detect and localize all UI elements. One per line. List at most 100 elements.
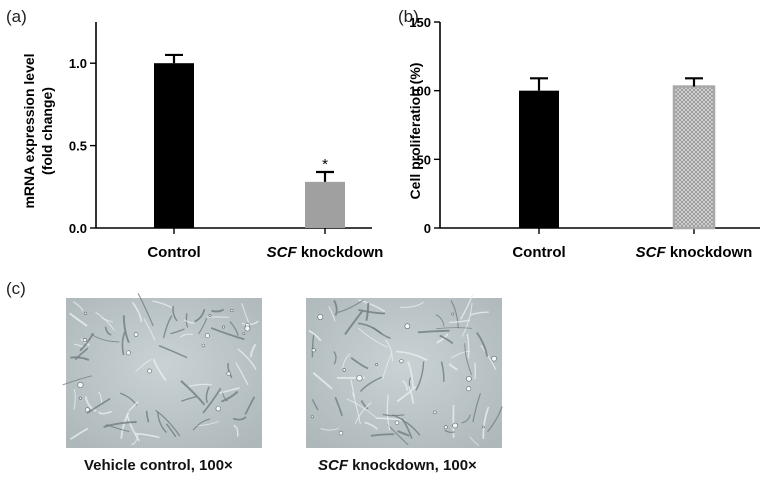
cell-shape (350, 379, 356, 398)
cell-shape (472, 393, 481, 423)
cell-shape (370, 433, 395, 437)
y-tick-label: 50 (417, 152, 431, 167)
cell-shape (152, 358, 167, 382)
cell-nucleus (230, 308, 234, 313)
cell-shape (400, 301, 424, 308)
cell-shape (79, 332, 95, 352)
cell-shape (382, 413, 405, 417)
cell-nucleus (242, 332, 246, 335)
x-category-label-italic: SCF (636, 244, 667, 261)
bar (519, 90, 559, 229)
cell-nucleus (78, 396, 82, 400)
y-axis-label: (fold change) (39, 87, 55, 175)
cell-shape (188, 383, 212, 387)
x-category-label-italic: SCF (267, 244, 298, 261)
significance-marker: * (322, 156, 328, 173)
cell-shape (170, 328, 185, 335)
cell-shape (407, 361, 414, 389)
cell-shape (179, 333, 193, 338)
y-tick-label: 100 (409, 84, 431, 99)
cell-shape (460, 294, 474, 320)
cell-nucleus (466, 375, 472, 382)
cell-shape (360, 400, 369, 410)
cell-shape (358, 309, 386, 315)
cell-shape (470, 311, 489, 316)
cell-shape (244, 396, 256, 415)
bar (672, 85, 716, 230)
panel-label-c: (c) (6, 279, 26, 298)
cell-shape (402, 380, 408, 391)
cell-shape (84, 396, 97, 412)
x-category-label-text: Control (147, 244, 200, 261)
cell-nucleus (82, 337, 87, 342)
cell-shape (435, 314, 445, 327)
cell-shape (444, 429, 456, 433)
bar (154, 63, 194, 229)
cell-shape (181, 395, 197, 402)
cell-shape (229, 321, 239, 337)
y-tick-label: 1.0 (69, 56, 87, 71)
cell-shape (397, 430, 410, 437)
cell-shape (137, 292, 154, 327)
cell-shape (70, 427, 89, 440)
cell-shape (101, 317, 114, 323)
cell-shape (135, 358, 152, 373)
cell-shape (95, 311, 115, 331)
chart-a-mrna-expression: 0.0 0.5 1.0 Control * SCF knockdown mRNA expre… (21, 22, 383, 261)
cell-shape (128, 401, 139, 412)
cell-shape (185, 313, 189, 328)
cell-shape (308, 329, 322, 342)
cell-shape (202, 387, 222, 414)
chart-b-cell-proliferation: 0 50 100 150 Control SCF knockdown Cell prolif… (407, 15, 760, 261)
cell-shape (342, 353, 351, 369)
cell-nucleus (399, 359, 404, 364)
cell-shape (227, 362, 233, 379)
cell-shape (134, 432, 160, 439)
cell-nucleus (482, 425, 485, 429)
panel-label-a: (a) (6, 7, 27, 26)
cell-shape (69, 312, 88, 327)
y-axis-label: mRNA expression level (21, 53, 37, 208)
cell-nucleus (222, 325, 226, 329)
cell-shape (408, 386, 415, 405)
cell-shape (152, 300, 173, 309)
cell-shape (241, 302, 250, 323)
cell-nucleus (404, 323, 411, 330)
cell-shape (126, 414, 140, 442)
cell-shape (73, 389, 76, 410)
cell-shape (155, 409, 181, 437)
cell-nucleus (443, 425, 448, 430)
cell-shape (328, 306, 336, 322)
cell-shape (80, 338, 90, 346)
micrograph-vehicle-control (62, 292, 262, 448)
cell-shape (474, 362, 476, 380)
cell-shape (131, 434, 139, 446)
cell-shape (104, 326, 112, 336)
x-category-label: SCF knockdown (636, 244, 753, 261)
cell-shape (415, 361, 425, 391)
cell-nucleus (226, 371, 231, 376)
cell-shape (466, 333, 470, 359)
cell-shape (396, 350, 428, 361)
caption-italic: SCF (318, 457, 348, 474)
phase-contrast-micrograph-icon (66, 298, 262, 448)
y-axis-label: Cell proliferation (%) (407, 63, 423, 200)
cell-shape (172, 305, 178, 322)
cell-shape (354, 402, 372, 424)
cell-shape (250, 343, 257, 358)
cell-nucleus (317, 314, 324, 320)
x-category-label: Control (147, 244, 200, 261)
cell-shape (346, 398, 377, 418)
cell-shape (469, 436, 479, 446)
x-category-label-text: knockdown (666, 244, 753, 261)
y-tick-label: 0.5 (69, 139, 87, 154)
cell-shape (143, 318, 156, 341)
caption-text: knockdown, 100× (348, 457, 477, 474)
cell-shape (386, 394, 391, 431)
cell-shape (333, 351, 337, 365)
cell-nucleus (338, 430, 344, 436)
cell-shape (210, 327, 245, 341)
cell-shape (387, 424, 409, 446)
cell-shape (311, 333, 315, 358)
